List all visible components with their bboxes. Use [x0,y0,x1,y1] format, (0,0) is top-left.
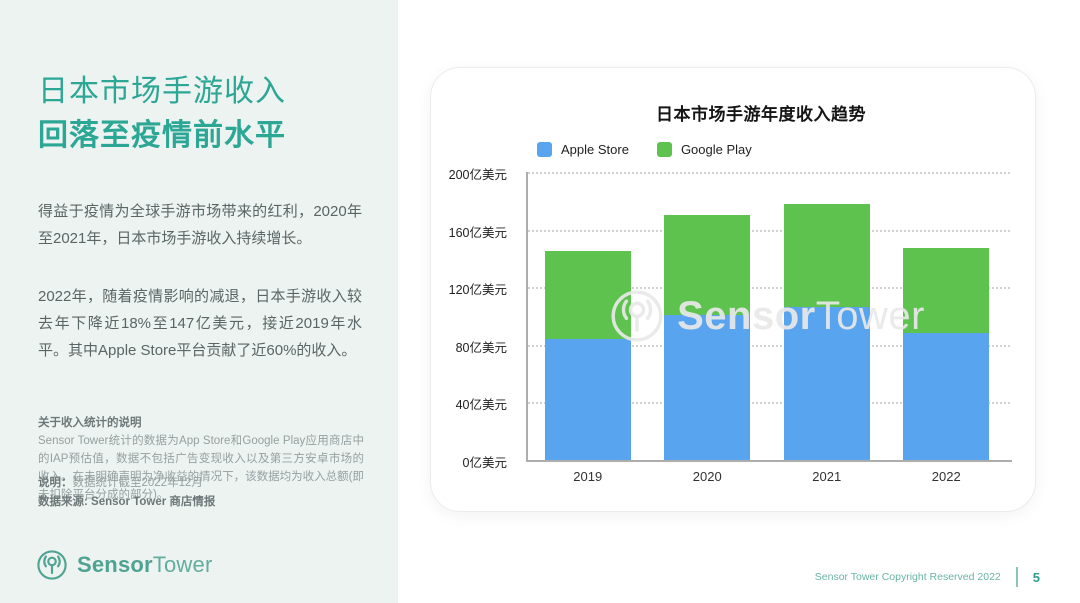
bar-segment-2019-google-play [544,251,631,340]
footnote-body: Sensor Tower统计的数据为App Store和Google Play应… [38,435,364,501]
y-tick-label-120: 120亿美元 [448,283,507,298]
sensor-tower-logo-text: SensorTower [77,552,212,578]
x-tick-label-2021: 2021 [812,469,842,484]
x-axis-line [526,460,1012,462]
data-meta: 说明：数据统计截至2022年12月 数据来源: Sensor Tower 商店情… [38,474,215,512]
y-tick-label-160: 160亿美元 [448,225,507,240]
meta-note-line: 说明：数据统计截至2022年12月 [38,474,215,493]
gridline-160 [528,229,1010,232]
legend-item-apple-store: Apple Store [537,142,629,157]
bar-segment-2021-google-play [783,203,870,308]
x-axis-labels: 2019 2020 2021 2022 [528,469,1006,484]
bar-2021 [783,172,870,460]
plot-area: SensorTower [526,172,1012,462]
x-tick-label-2022: 2022 [931,469,961,484]
bar-2020 [664,172,751,460]
meta-note-label: 说明： [38,477,73,489]
y-axis-labels: 0亿美元 40亿美元 80亿美元 120亿美元 160亿美元 200亿美元 [431,168,517,470]
x-tick-label-2019: 2019 [573,469,603,484]
copyright-text: Sensor Tower Copyright Reserved 2022 [814,571,1001,583]
page-title-line2: 回落至疫情前水平 [38,119,286,152]
body-paragraph-1: 得益于疫情为全球手游市场带来的红利，2020年至2021年，日本市场手游收入持续… [38,203,362,247]
bars-container [528,172,1006,460]
legend-swatch-apple-store [537,142,552,157]
bar-segment-2020-google-play [664,215,751,315]
page-footer: Sensor Tower Copyright Reserved 2022 5 [815,567,1040,587]
y-axis-line [526,172,528,460]
sensor-tower-logo-icon [37,550,67,580]
page-title: 日本市场手游收入 回落至疫情前水平 [38,70,286,158]
bar-segment-2019-apple-store [544,339,631,460]
bar-segment-2020-apple-store [664,314,751,460]
sensor-tower-logo: SensorTower [36,549,212,581]
bar-segment-2022-google-play [903,248,990,334]
y-tick-label-0: 0亿美元 [462,456,507,470]
chart-title: 日本市场手游年度收入趋势 [656,105,866,124]
bar-segment-2022-apple-store [903,333,990,460]
footnote-heading: 关于收入统计的说明 [38,417,142,429]
footer-divider [1015,567,1018,587]
chart-legend: Apple Store Google Play [537,142,752,157]
sidebar: 日本市场手游收入 回落至疫情前水平 得益于疫情为全球手游市场带来的红利，2020… [0,0,398,603]
page-number: 5 [1032,569,1040,585]
legend-swatch-google-play [656,142,672,157]
legend-item-google-play: Google Play [656,142,752,157]
gridline-120 [528,287,1010,290]
gridline-80 [528,344,1010,347]
page-title-line1: 日本市场手游收入 [38,75,286,108]
y-tick-label-40: 40亿美元 [455,398,507,413]
gridline-200 [528,172,1010,174]
body-paragraph-2: 2022年，随着疫情影响的减退，日本手游收入较去年下降近18%至147亿美元，接… [38,288,362,359]
meta-source-line: 数据来源: Sensor Tower 商店情报 [38,496,216,508]
bar-segment-2021-apple-store [783,307,870,460]
bar-2019 [544,172,631,460]
bar-2022 [903,172,990,460]
y-tick-label-200: 200亿美元 [448,168,507,182]
legend-label-google-play: Google Play [680,142,752,157]
x-tick-label-2020: 2020 [692,469,722,484]
logo-text-tower: Tower [152,552,213,577]
gridline-40 [528,402,1010,405]
legend-label-apple-store: Apple Store [561,142,629,157]
chart-card: 日本市场手游年度收入趋势 Apple Store Google Play 0亿美… [430,67,1036,512]
meta-note-value: 数据统计截至2022年12月 [72,477,203,489]
logo-text-sensor: Sensor [77,552,153,577]
y-tick-label-80: 80亿美元 [455,340,507,355]
